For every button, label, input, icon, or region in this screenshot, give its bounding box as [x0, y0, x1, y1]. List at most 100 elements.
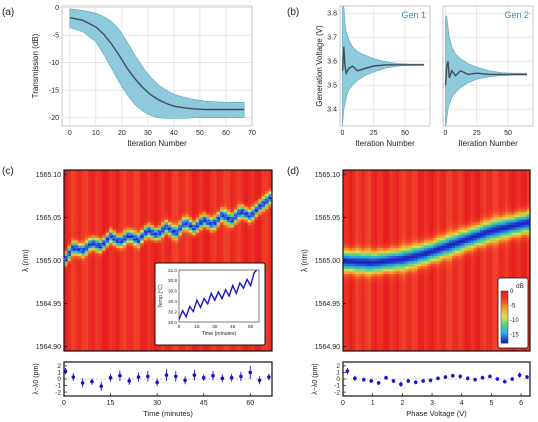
heatmap-cell	[84, 216, 89, 220]
heatmap-cell	[88, 268, 93, 272]
heatmap-cell	[70, 216, 75, 220]
heatmap-cell	[109, 255, 114, 259]
heatmap-cell	[133, 278, 138, 282]
heatmap-cell	[140, 314, 145, 318]
heatmap-cell	[174, 195, 179, 200]
heatmap-cell	[98, 182, 103, 187]
heatmap-cell	[223, 170, 228, 174]
heatmap-cell	[122, 312, 127, 316]
heatmap-cell	[154, 221, 159, 225]
heatmap-cell	[164, 211, 169, 215]
heatmap-cell	[192, 188, 197, 192]
heatmap-cell	[147, 255, 152, 259]
heatmap-cell	[171, 239, 176, 243]
heatmap-cell	[105, 276, 110, 280]
heatmap-cell	[157, 185, 162, 189]
heatmap-cell	[81, 338, 86, 342]
heatmap-cell	[251, 224, 256, 228]
heatmap-cell	[261, 206, 266, 210]
heatmap-cell	[258, 182, 263, 187]
heatmap-cell	[129, 307, 134, 311]
heatmap-cell	[352, 170, 357, 174]
heatmap-cell	[150, 206, 155, 210]
heatmap-cell	[109, 345, 114, 350]
heatmap-cell	[261, 175, 266, 179]
heatmap-cell	[143, 252, 148, 256]
heatmap-cell	[74, 345, 79, 350]
heatmap-cell	[233, 345, 238, 350]
heatmap-cell	[355, 343, 360, 347]
heatmap-cell	[202, 208, 207, 212]
heatmap-cell	[81, 247, 86, 251]
heatmap-cell	[129, 325, 134, 329]
heatmap-cell	[102, 226, 107, 231]
heatmap-cell	[105, 229, 110, 233]
heatmap-cell	[371, 330, 375, 334]
heatmap-cell	[147, 345, 152, 350]
heatmap-cell	[192, 242, 197, 246]
heatmap-cell	[67, 304, 72, 308]
heatmap-cell	[240, 172, 245, 176]
heatmap-cell	[98, 283, 103, 287]
heatmap-cell	[70, 193, 75, 197]
heatmap-cell	[346, 255, 350, 259]
heatmap-cell	[74, 170, 79, 174]
heatmap-cell	[202, 170, 207, 174]
heatmap-cell	[109, 283, 114, 287]
heatmap-cell	[150, 190, 155, 194]
heatmap-cell	[105, 170, 110, 174]
heatmap-cell	[95, 270, 100, 275]
heatmap-cell	[206, 232, 211, 236]
heatmap-cell	[185, 182, 190, 187]
heatmap-cell	[174, 250, 179, 254]
heatmap-cell	[349, 309, 353, 313]
heatmap-cell	[91, 182, 96, 187]
heatmap-cell	[358, 325, 363, 329]
heatmap-cell	[358, 177, 363, 181]
heatmap-cell	[84, 317, 89, 321]
heatmap-cell	[105, 239, 110, 243]
heatmap-cell	[346, 201, 350, 205]
heatmap-cell	[147, 237, 152, 241]
heatmap-cell	[268, 260, 272, 264]
heatmap-cell	[226, 201, 231, 205]
heatmap-cell	[233, 198, 238, 202]
heatmap-cell	[355, 188, 360, 192]
heatmap-cell	[168, 198, 173, 202]
heatmap-cell	[268, 304, 272, 308]
heatmap-cell	[116, 257, 121, 262]
heatmap-cell	[161, 348, 166, 351]
heatmap-cell	[116, 219, 121, 223]
heatmap-cell	[352, 237, 357, 241]
heatmap-cell	[371, 208, 375, 212]
heatmap-cell	[178, 172, 183, 176]
heatmap-cell	[206, 195, 211, 200]
heatmap-cell	[185, 348, 190, 351]
heatmap-cell	[116, 330, 121, 334]
heatmap-cell	[213, 185, 218, 189]
heatmap-cell	[247, 177, 252, 181]
heatmap-cell	[77, 203, 82, 207]
heatmap-cell	[81, 304, 86, 308]
heatmap-cell	[133, 198, 138, 202]
heatmap-cell	[136, 252, 141, 256]
heatmap-cell	[67, 265, 72, 269]
heatmap-cell	[67, 188, 72, 192]
heatmap-cell	[126, 270, 131, 275]
heatmap-cell	[77, 190, 82, 194]
heatmap-cell	[352, 260, 357, 264]
heatmap-cell	[358, 219, 363, 223]
heatmap-cell	[261, 198, 266, 202]
heatmap-cell	[116, 345, 121, 350]
heatmap-cell	[226, 219, 231, 223]
heatmap-cell	[343, 188, 347, 192]
heatmap-cell	[133, 232, 138, 236]
heatmap-cell	[161, 252, 166, 256]
heatmap-cell	[126, 185, 131, 189]
heatmap-cell	[133, 211, 138, 215]
heatmap-cell	[358, 190, 363, 194]
heatmap-cell	[112, 270, 117, 275]
heatmap-cell	[102, 288, 107, 293]
heatmap-cell	[102, 317, 107, 321]
heatmap-cell	[147, 177, 152, 181]
